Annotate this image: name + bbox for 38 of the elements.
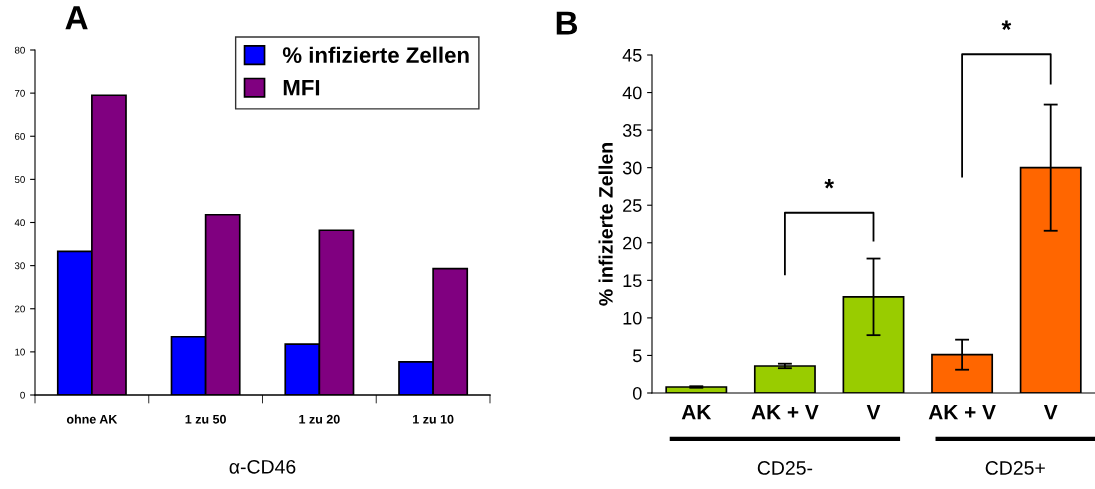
y-tick-label: 30 (622, 161, 642, 175)
y-tick-label: 35 (622, 124, 642, 137)
y-axis-title: % infizierte Zellen (598, 143, 613, 306)
x-tick-label: 1 zu 10 (413, 414, 454, 424)
y-tick-label: 0 (20, 391, 25, 399)
y-tick-label: 40 (14, 219, 25, 227)
y-tick-label: 30 (14, 262, 25, 270)
x-tick-label: AK + V (928, 404, 996, 420)
y-tick-label: 80 (14, 46, 25, 54)
y-tick-label: 25 (623, 199, 642, 212)
y-tick-label: 50 (14, 176, 25, 183)
y-tick-label: 20 (14, 305, 25, 313)
chart-title: A (65, 6, 88, 30)
y-tick-label: 10 (623, 311, 642, 325)
y-tick-label: 0 (632, 386, 642, 400)
x-tick-label: ohne AK (66, 414, 118, 424)
y-tick-label: 70 (14, 89, 25, 97)
y-tick-label: 45 (622, 49, 642, 62)
x-tick-label: 1 zu 50 (185, 414, 226, 424)
y-tick-label: 60 (14, 132, 25, 140)
x-tick-label: AK (681, 404, 712, 420)
legend-label: % infizierte Zellen (282, 46, 469, 63)
y-tick-label: 5 (632, 349, 642, 363)
annotation: * (824, 179, 835, 189)
x-tick-label: V (1043, 404, 1058, 420)
y-tick-label: 15 (623, 274, 642, 288)
x-tick-label: V (866, 404, 881, 420)
text: * (1001, 20, 1012, 30)
y-tick-label: 10 (15, 348, 25, 356)
text: CD25+ (985, 461, 1045, 475)
text: CD25- (757, 461, 813, 475)
x-tick-label: 1 zu 20 (299, 414, 340, 424)
y-tick-label: 40 (622, 86, 642, 100)
x-axis-title: α-CD46 (229, 459, 296, 474)
x-tick-label: AK + V (751, 404, 819, 420)
y-tick-label: 20 (623, 236, 642, 250)
legend-label: MFI (283, 80, 320, 96)
chart-title: B (556, 11, 578, 35)
